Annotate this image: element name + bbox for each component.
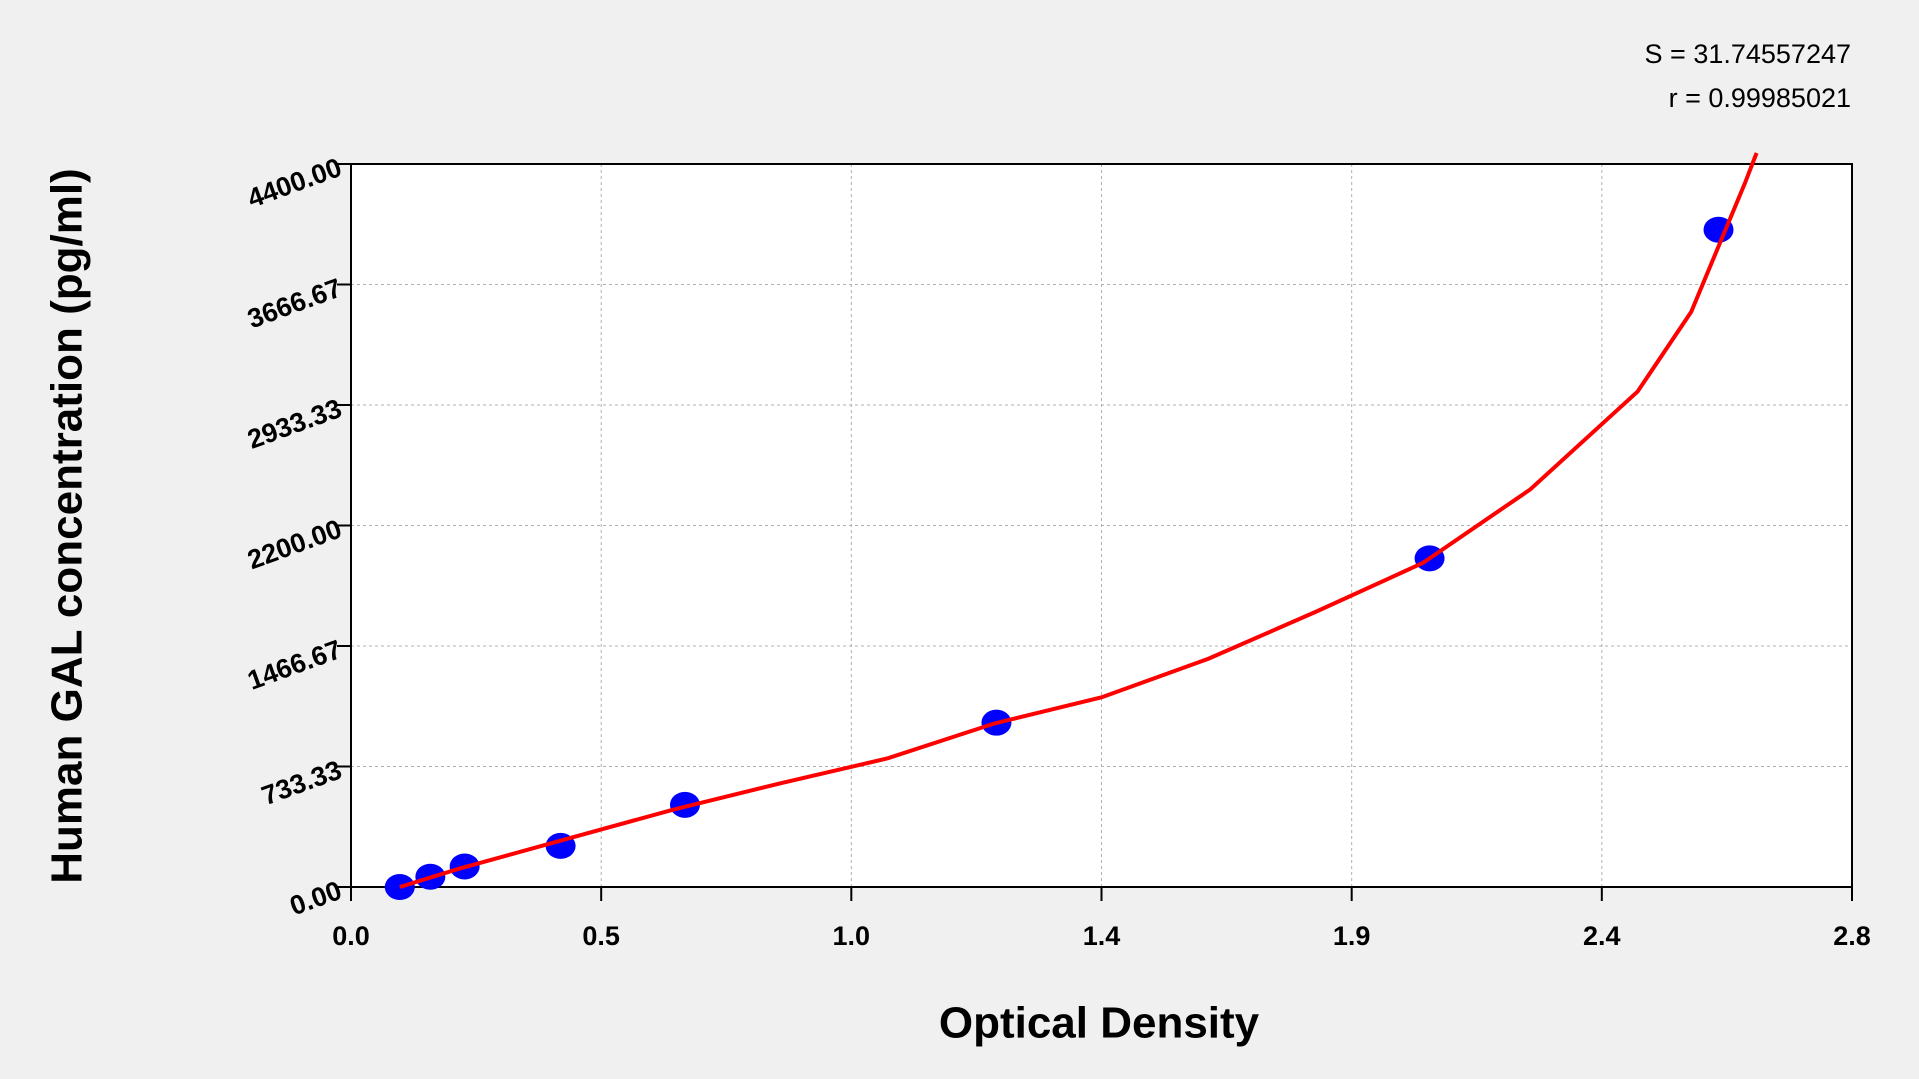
x-tick-label: 1.4 — [1083, 921, 1121, 951]
y-tick-label: 3666.67 — [244, 273, 346, 335]
annotation: r = 0.99985021 — [1669, 83, 1851, 113]
x-tick-label: 1.9 — [1333, 921, 1371, 951]
fit-curve — [399, 152, 1759, 889]
y-tick-label: 2200.00 — [244, 514, 346, 576]
x-tick-label: 1.0 — [833, 921, 871, 951]
y-tick-label: 1466.67 — [244, 634, 346, 696]
x-axis-title: Optical Density — [939, 999, 1260, 1048]
x-tick-label: 2.8 — [1833, 921, 1871, 951]
plot-frame — [350, 163, 1853, 888]
x-tick-label: 0.5 — [582, 921, 620, 951]
y-axis-title: Human GAL concentration (pg/ml) — [43, 168, 92, 883]
y-tick-label: 2933.33 — [244, 393, 346, 455]
y-tick-label: 733.33 — [258, 755, 346, 811]
y-tick-label: 4400.00 — [244, 152, 346, 214]
data-point — [1703, 216, 1734, 243]
y-tick-label: 0.00 — [286, 875, 346, 921]
x-tick-label: 2.4 — [1583, 921, 1621, 951]
annotation: S = 31.74557247 — [1645, 39, 1851, 69]
x-tick-label: 0.0 — [332, 921, 370, 951]
